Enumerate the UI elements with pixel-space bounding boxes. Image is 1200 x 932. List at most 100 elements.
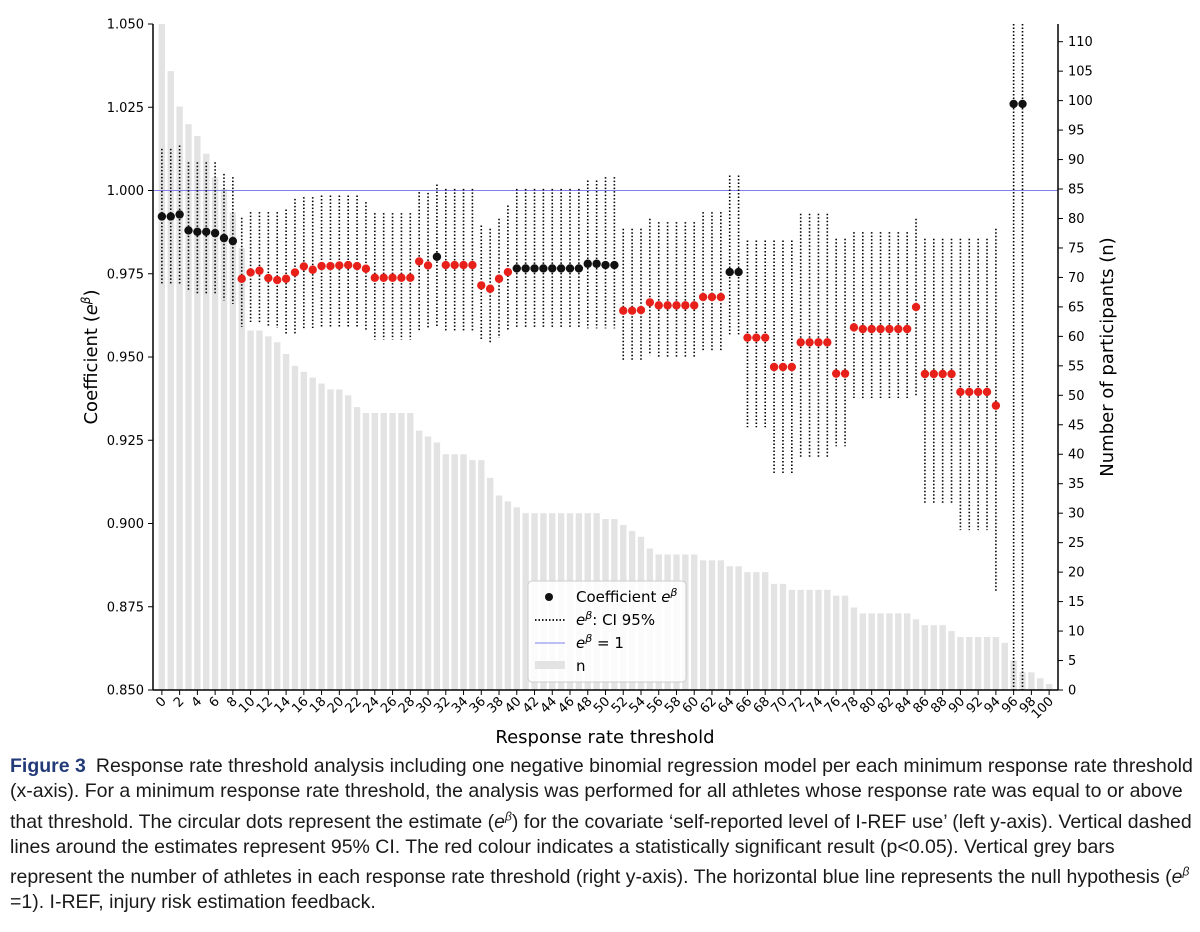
x-tick-label: 4: [189, 694, 205, 710]
estimate-dot: [681, 301, 690, 310]
n-bar: [194, 135, 201, 690]
estimate-dot: [796, 338, 805, 347]
y-tick-label: 0.900: [107, 517, 144, 532]
estimate-dot: [991, 401, 1001, 410]
y-axis-title: Coefficient (eβ): [79, 289, 102, 424]
n-bar: [1019, 672, 1026, 690]
estimate-dot: [947, 369, 956, 379]
y2-axis-title: Number of participants (n): [1097, 237, 1118, 476]
estimate-dot: [831, 369, 841, 378]
n-bar: [176, 106, 183, 690]
y2-tick-label: 15: [1068, 595, 1085, 610]
figure-caption: Figure 3 Response rate threshold analysis…: [10, 754, 1194, 915]
estimate-dot: [601, 260, 610, 270]
n-bar: [895, 613, 902, 690]
n-bar: [859, 613, 866, 690]
x-axis-title: Response rate threshold: [495, 727, 714, 748]
estimate-dot: [805, 338, 814, 347]
estimate-dot: [290, 268, 300, 277]
n-bar: [345, 395, 352, 690]
n-bar: [211, 177, 219, 690]
n-bar: [850, 607, 858, 690]
y2-tick-label: 65: [1068, 300, 1085, 315]
estimate-dot: [902, 324, 912, 334]
y-tick-label: 0.925: [107, 434, 144, 449]
n-bar: [779, 583, 787, 690]
y2-tick-label: 110: [1068, 35, 1093, 50]
estimate-dot: [459, 260, 468, 270]
estimate-dot: [725, 267, 734, 277]
n-bar: [309, 377, 316, 690]
n-bar: [486, 477, 494, 690]
n-bar: [300, 371, 308, 690]
estimate-dot: [308, 265, 317, 274]
n-bar: [238, 247, 245, 690]
estimate-dot: [556, 264, 566, 273]
estimate-dot: [157, 212, 167, 221]
estimate-dot: [858, 324, 868, 334]
response-threshold-chart: 0.850 0.875 0.900 0.925 0.950 0.975 1.000 1.025…: [79, 18, 1118, 749]
n-bar: [433, 442, 441, 690]
estimate-dot: [690, 301, 699, 310]
estimate-dot: [468, 260, 477, 270]
n-bar: [460, 454, 467, 690]
estimate-dot: [166, 212, 175, 221]
n-bar: [415, 430, 423, 690]
estimate-dot: [663, 301, 672, 310]
y2-tick-label: 95: [1068, 124, 1085, 139]
estimate-dot: [672, 301, 681, 310]
estimate-dot: [361, 264, 371, 273]
n-bar: [318, 383, 325, 690]
estimate-dot: [219, 233, 229, 243]
estimate-dot: [956, 387, 965, 397]
n-bar: [1028, 672, 1035, 690]
n-bar: [1045, 684, 1053, 690]
estimate-dot: [512, 264, 521, 273]
n-bar: [691, 554, 698, 690]
estimate-dot: [397, 273, 406, 282]
y-tick-label: 0.875: [107, 600, 144, 615]
n-bar: [247, 330, 254, 690]
estimate-dot: [1018, 99, 1027, 109]
x-tick-label: 0: [153, 694, 169, 710]
estimate-dot: [548, 264, 557, 273]
estimate-dot: [246, 268, 255, 277]
estimate-dot: [565, 264, 575, 273]
n-bar: [815, 589, 822, 690]
estimate-dot: [867, 324, 876, 334]
estimate-dot: [388, 273, 397, 282]
n-bar: [336, 389, 343, 690]
estimate-dot: [894, 324, 903, 334]
estimate-dot: [610, 260, 619, 270]
estimate-dot: [769, 362, 779, 372]
estimate-dot: [1009, 99, 1018, 109]
n-bar: [478, 460, 485, 690]
n-bar: [948, 631, 955, 690]
estimate-dot: [876, 324, 885, 334]
estimate-dot: [574, 264, 584, 273]
n-bar: [992, 636, 1000, 690]
n-bar: [220, 189, 228, 690]
estimate-dot: [432, 252, 442, 261]
x-tick-label: 100: [1029, 694, 1057, 722]
n-bar: [274, 342, 281, 690]
estimate-dot: [414, 257, 424, 266]
estimate-dot: [787, 362, 797, 372]
estimate-dot: [938, 369, 947, 379]
n-bar: [1037, 678, 1044, 690]
estimate-dot: [184, 226, 193, 235]
n-bar: [966, 636, 973, 690]
estimate-dot: [335, 261, 344, 270]
y2-ticks: 0 5 10 15 20 25 30 35 40 45 50 55 60 65 70 75 80 85 90 95 10…: [1058, 35, 1093, 699]
y-tick-label: 0.950: [107, 351, 144, 366]
estimate-dot: [761, 333, 770, 342]
n-bar: [327, 389, 334, 690]
y2-tick-label: 25: [1068, 536, 1085, 551]
n-bar: [921, 625, 929, 690]
x-tick-label: 6: [206, 694, 222, 710]
estimate-dot: [814, 338, 823, 347]
estimate-dot: [299, 262, 309, 271]
n-bar: [983, 636, 991, 690]
estimate-dot: [343, 260, 353, 270]
estimate-dot: [823, 338, 832, 347]
